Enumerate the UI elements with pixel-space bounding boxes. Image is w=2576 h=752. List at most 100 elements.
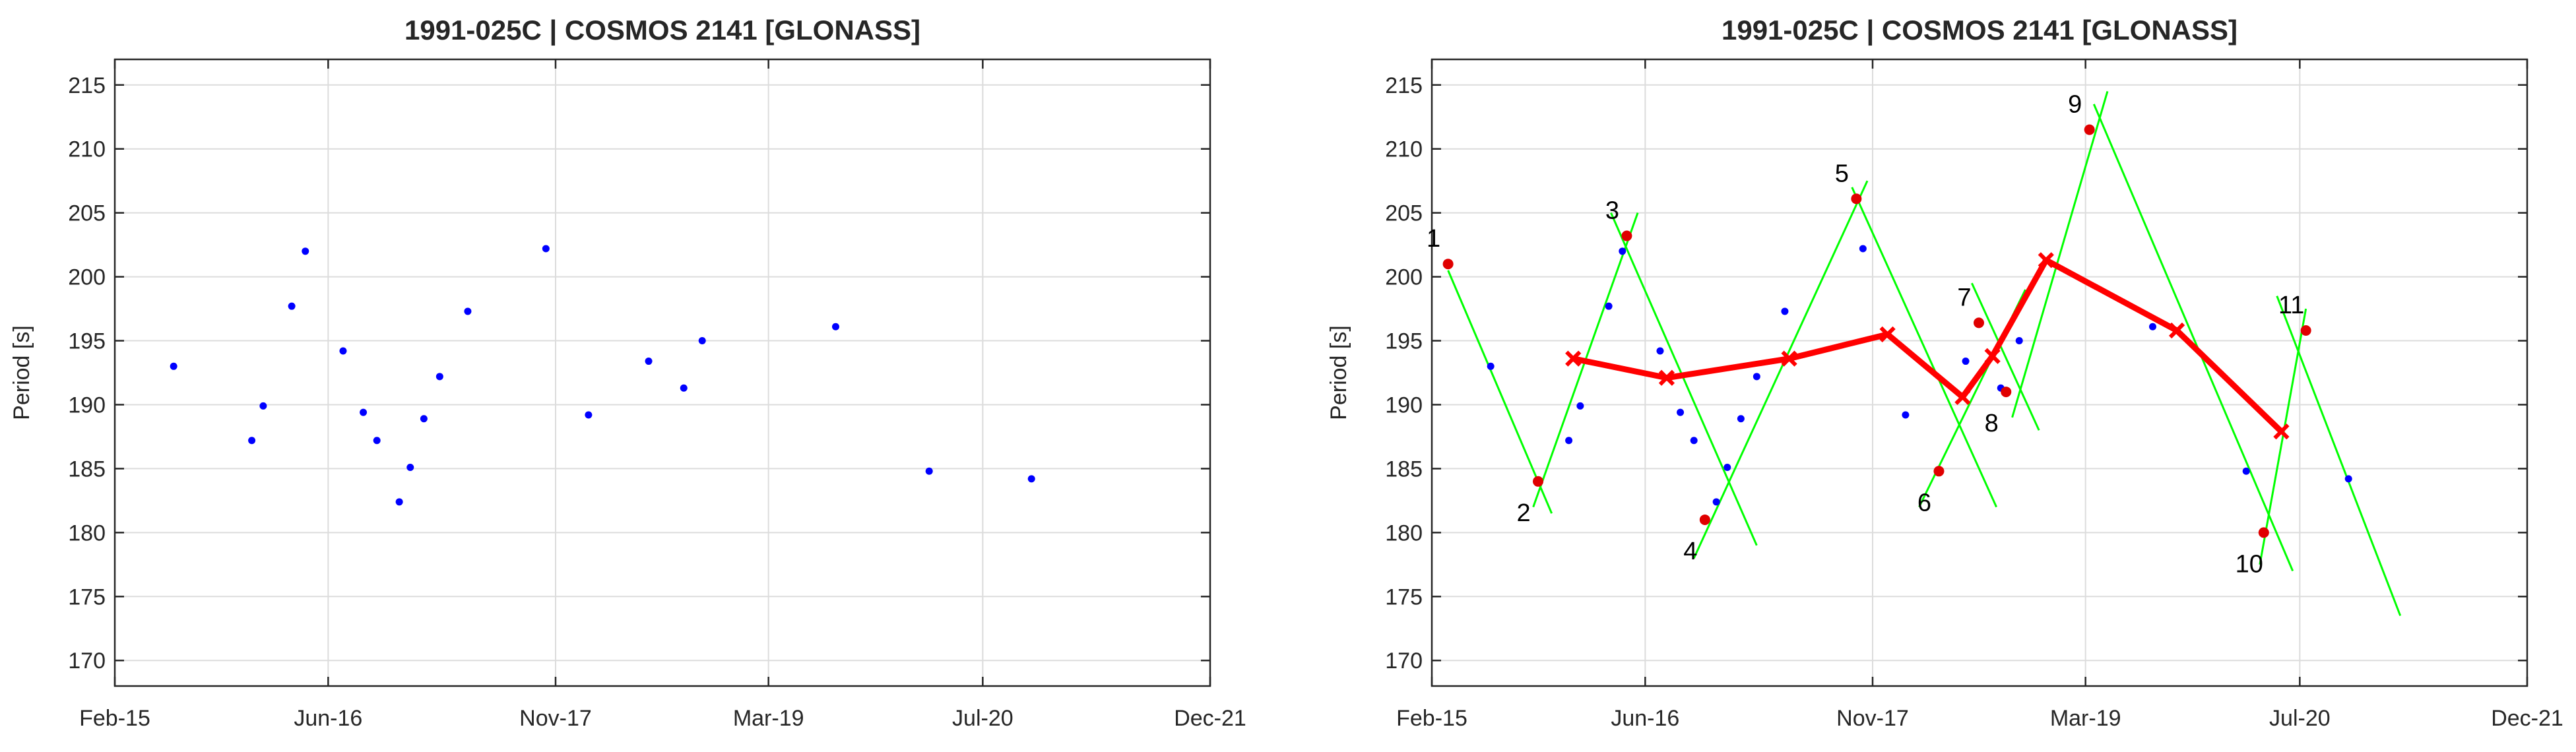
data-point [2242,467,2250,475]
x-tick-label: Jul-20 [2269,706,2331,731]
y-tick-label: 180 [68,520,106,546]
data-point [302,247,309,255]
data-point [1565,437,1573,445]
data-point [585,411,593,419]
extremum-label: 3 [1605,197,1619,225]
extremum-point [1533,476,1544,487]
extremum-label: 6 [1917,489,1931,517]
extremum-point [1442,259,1454,270]
extremum-point [1621,230,1632,241]
mean-marker [2168,322,2185,339]
y-tick-label: 205 [68,201,106,226]
data-point [339,347,347,355]
data-point [2015,337,2023,345]
extremum-label: 5 [1835,160,1849,187]
extremum-label: 11 [2278,292,2304,319]
y-tick-label: 205 [1385,201,1423,226]
extremum-label: 4 [1683,538,1697,565]
mean-marker [1781,350,1797,367]
x-tick-label: Jul-20 [952,706,1014,731]
data-point [1487,362,1495,370]
x-tick-label: Mar-19 [733,706,804,731]
plot-background [115,59,1210,686]
data-point [373,437,381,445]
x-tick-label: Feb-15 [79,706,150,731]
y-tick-label: 170 [68,648,106,674]
mean-marker [1565,350,1582,367]
extremum-point [1699,514,1710,525]
extremum-label: 9 [2068,91,2082,119]
data-point [2148,323,2156,330]
fit-line [1851,187,1997,508]
mean-marker [2273,423,2290,440]
y-tick-label: 215 [1385,73,1423,98]
mean-marker [1879,326,1896,342]
fit-line [2092,104,2294,572]
extremum-point [2001,387,2012,398]
data-point [645,358,653,365]
y-tick-label: 180 [1385,520,1423,546]
data-point [542,245,550,253]
fit-line [1610,212,1758,546]
fit-line [2011,91,2109,418]
data-point [1605,302,1613,310]
mean-marker [1954,389,1971,405]
extremum-label: 7 [1957,284,1971,311]
y-tick-label: 190 [1385,392,1423,418]
x-tick-label: Mar-19 [2050,706,2121,731]
y-tick-label: 185 [68,456,106,482]
data-point [1576,402,1584,410]
y-axis-label: Period [s] [1326,325,1351,420]
data-point [1781,307,1789,315]
x-tick-label: Dec-21 [2491,706,2563,731]
y-tick-label: 200 [1385,265,1423,290]
plot-frame [113,58,1211,687]
x-tick-label: Jun-16 [1611,706,1679,731]
y-tick-label: 195 [1385,329,1423,354]
data-point [680,384,688,392]
data-point [1712,498,1720,506]
data-point [925,467,933,475]
plot-frame [1431,58,2528,687]
extremum-point [2084,124,2095,135]
left-chart: 1991-025C | COSMOS 2141 [GLONASS] Period… [9,15,1246,731]
x-tick-label: Feb-15 [1396,706,1467,731]
y-tick-label: 185 [1385,456,1423,482]
y-tick-label: 170 [1385,648,1423,674]
y-tick-label: 215 [68,73,106,98]
data-point [1690,437,1698,445]
x-tick-label: Nov-17 [519,706,592,731]
mean-marker [1658,369,1675,386]
fit-line [2276,296,2402,616]
right-chart: 1991-025C | COSMOS 2141 [GLONASS] Period… [1326,15,2563,731]
data-point [1656,347,1664,355]
data-point [1619,247,1626,255]
fit-line [1692,180,1869,559]
x-tick-label: Jun-16 [294,706,362,731]
data-point [395,498,403,506]
data-point [420,415,428,423]
y-tick-label: 210 [1385,137,1423,162]
data-point [435,373,443,381]
extremum-label: 2 [1516,499,1530,527]
data-point [698,337,706,345]
data-point [1753,373,1760,381]
y-tick-label: 200 [68,265,106,290]
x-tick-label: Nov-17 [1836,706,1909,731]
extremum-point [2300,325,2311,336]
data-point [170,362,177,370]
data-point [1677,408,1685,416]
extremum-point [1974,317,1985,329]
data-point [248,437,256,445]
data-point [464,307,472,315]
extremum-label: 10 [2236,550,2263,578]
data-point [1723,463,1731,471]
y-tick-label: 190 [68,392,106,418]
data-point [406,463,414,471]
data-point [360,408,368,416]
data-point [1737,415,1745,423]
y-axis-label: Period [s] [9,325,34,420]
extremum-point [2258,527,2269,538]
data-point [2344,475,2352,483]
